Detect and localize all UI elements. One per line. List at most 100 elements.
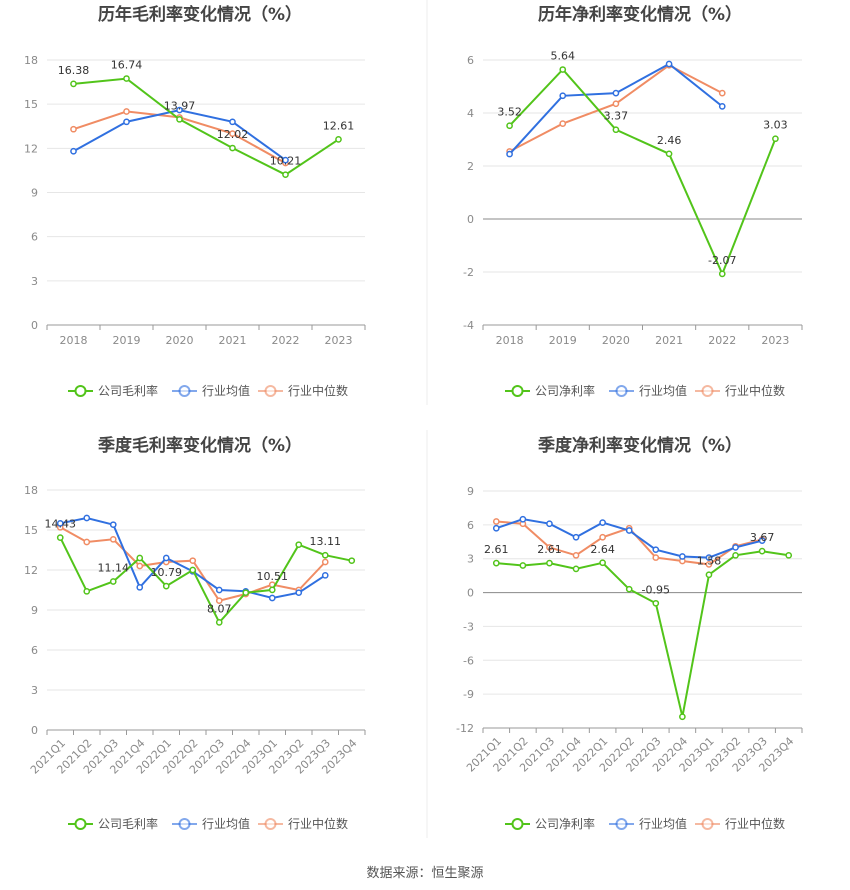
data-point — [652, 546, 660, 554]
data-label: 3.37 — [604, 110, 629, 123]
data-label: 3.52 — [497, 106, 522, 119]
data-label: -0.95 — [642, 583, 670, 596]
data-point — [109, 535, 117, 543]
data-point — [295, 589, 303, 597]
x-tick-label: 2023 — [761, 334, 789, 347]
x-tick-label: 2021 — [219, 334, 247, 347]
data-point — [665, 60, 673, 68]
legend-marker — [511, 818, 524, 830]
chart-title: 历年净利率变化情况（%） — [538, 4, 742, 25]
legend-marker — [264, 385, 277, 397]
y-tick-label: 0 — [31, 724, 38, 737]
data-point — [176, 115, 183, 123]
data-point — [572, 565, 580, 573]
y-tick-label: -2 — [463, 266, 474, 279]
chart-title: 季度净利率变化情况（%） — [538, 435, 742, 456]
data-label: 12.02 — [217, 128, 249, 141]
y-tick-label: 3 — [31, 684, 38, 697]
legend-marker — [511, 385, 524, 397]
data-label: 3.03 — [763, 119, 788, 132]
data-point — [572, 533, 580, 541]
legend-marker — [178, 385, 191, 397]
data-point — [348, 557, 356, 565]
legend-marker — [701, 818, 714, 830]
legend-marker — [74, 385, 87, 397]
series-line — [508, 68, 777, 277]
y-tick-label: 9 — [31, 187, 38, 200]
data-label: 14.43 — [45, 518, 77, 531]
x-tick-label: 2022 — [708, 334, 736, 347]
data-point — [732, 551, 739, 559]
data-point — [599, 559, 606, 567]
data-label: 2.46 — [657, 134, 682, 147]
data-point — [321, 571, 329, 579]
legend-marker — [178, 818, 191, 830]
data-point — [321, 558, 329, 566]
data-label: 10.51 — [257, 570, 289, 583]
data-point — [83, 514, 91, 522]
data-point — [109, 578, 117, 585]
data-point — [546, 559, 553, 567]
data-label: 3.67 — [750, 531, 775, 544]
data-label: 5.64 — [551, 50, 576, 63]
data-point — [785, 551, 793, 559]
y-tick-label: 12 — [24, 142, 38, 155]
data-point — [215, 619, 223, 626]
data-point — [572, 551, 580, 559]
data-label: 12.61 — [323, 119, 355, 132]
data-point — [282, 156, 289, 164]
data-point — [559, 120, 567, 127]
data-point — [705, 554, 713, 561]
data-point — [83, 587, 91, 595]
data-point — [732, 544, 739, 551]
data-label: 10.21 — [270, 155, 302, 168]
data-label: -2.07 — [708, 254, 736, 267]
legend-label: 行业中位数 — [725, 383, 785, 398]
data-point — [176, 106, 183, 114]
data-point — [625, 527, 633, 534]
y-tick-label: -9 — [463, 688, 474, 701]
data-point — [612, 100, 620, 108]
data-point — [612, 89, 620, 97]
legend-label: 行业均值 — [202, 816, 250, 831]
y-tick-label: 0 — [467, 213, 474, 226]
data-point — [758, 537, 766, 545]
y-tick-label: 9 — [31, 604, 38, 617]
y-tick-label: 18 — [24, 54, 38, 67]
data-point — [559, 66, 567, 73]
data-label: 10.79 — [151, 566, 183, 579]
y-tick-label: 0 — [31, 319, 38, 332]
data-point — [109, 521, 117, 529]
series-line — [59, 537, 353, 625]
data-point — [189, 566, 197, 574]
data-point — [162, 554, 170, 562]
data-point — [123, 75, 130, 82]
data-label: 8.07 — [207, 602, 232, 615]
legend-label: 行业均值 — [202, 383, 250, 398]
x-tick-label: 2022 — [272, 334, 300, 347]
data-point — [679, 553, 686, 560]
y-tick-label: -4 — [463, 319, 474, 332]
data-point — [136, 562, 144, 570]
data-point — [679, 713, 686, 721]
data-point — [758, 547, 766, 555]
data-point — [295, 541, 303, 549]
data-point — [546, 544, 553, 551]
legend-label: 行业中位数 — [288, 816, 348, 831]
x-tick-label: 2020 — [166, 334, 194, 347]
legend-label: 行业均值 — [639, 816, 687, 831]
data-point — [506, 122, 513, 130]
data-point — [546, 520, 553, 528]
y-tick-label: 9 — [467, 485, 474, 498]
data-point — [519, 515, 527, 523]
series-line — [73, 77, 340, 176]
y-tick-label: 15 — [24, 524, 38, 537]
series-line — [509, 64, 723, 153]
data-point — [189, 557, 197, 565]
legend-label: 行业均值 — [639, 383, 687, 398]
data-point — [612, 126, 620, 134]
data-label: 16.38 — [58, 64, 90, 77]
y-tick-label: 3 — [31, 275, 38, 288]
y-tick-label: 0 — [467, 587, 474, 600]
y-tick-label: -12 — [456, 722, 474, 735]
